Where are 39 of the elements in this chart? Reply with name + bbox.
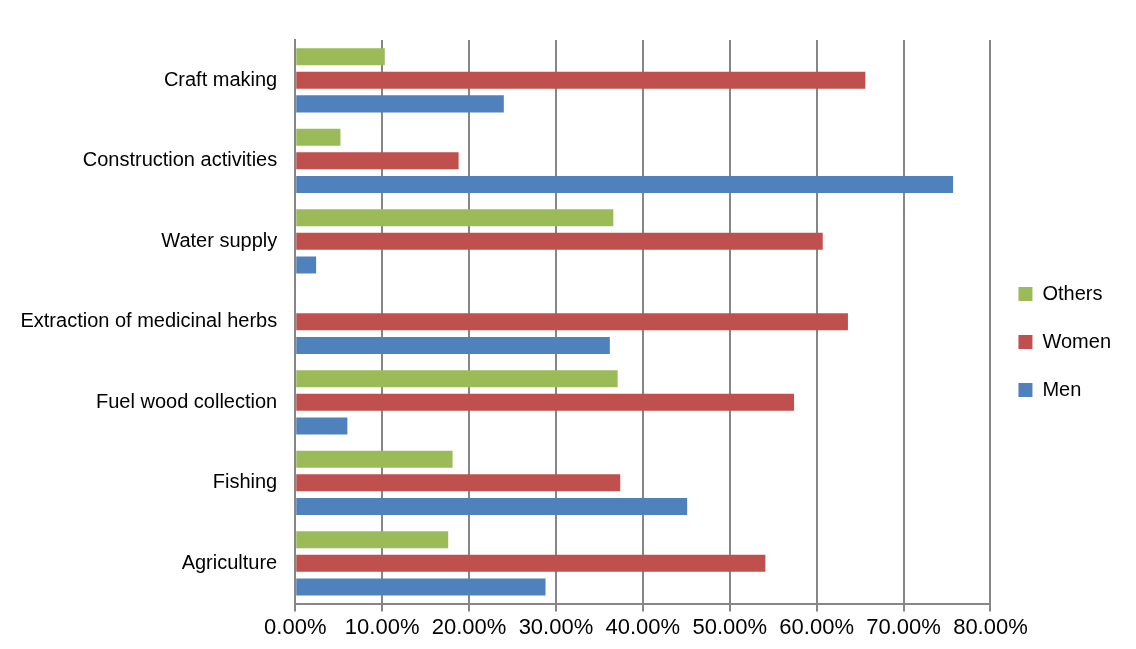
bar xyxy=(296,578,546,596)
bar xyxy=(296,370,618,388)
bar xyxy=(296,417,348,435)
x-tick-label: 80.00% xyxy=(953,613,1028,639)
x-tick-label: 40.00% xyxy=(605,613,681,639)
legend-label: Others xyxy=(1042,281,1103,304)
bar xyxy=(296,554,766,572)
x-tick-label: 70.00% xyxy=(866,613,941,639)
x-tick-label: 20.00% xyxy=(431,613,507,639)
bar xyxy=(296,336,610,354)
bar xyxy=(296,256,317,274)
y-tick-label: Fishing xyxy=(212,470,278,493)
bar xyxy=(296,497,688,515)
x-tick-label: 30.00% xyxy=(518,613,594,639)
legend-label: Men xyxy=(1042,377,1082,400)
y-tick-label: Fuel wood collection xyxy=(96,389,278,412)
bar xyxy=(296,393,795,411)
y-tick-label: Craft making xyxy=(163,67,278,90)
bar xyxy=(296,128,341,146)
x-tick-label: 0.00% xyxy=(264,613,327,639)
bar xyxy=(296,209,614,227)
bar xyxy=(296,71,866,89)
bar xyxy=(296,152,459,170)
bar xyxy=(296,450,453,468)
legend-label: Women xyxy=(1042,329,1111,352)
x-tick-label: 10.00% xyxy=(344,613,420,639)
bar xyxy=(296,531,449,549)
bar xyxy=(296,232,823,250)
y-tick-label: Water supply xyxy=(161,228,278,251)
y-tick-label: Extraction of medicinal herbs xyxy=(20,309,278,332)
x-tick-label: 60.00% xyxy=(779,613,854,639)
y-tick-label: Agriculture xyxy=(181,550,278,573)
bar xyxy=(296,313,848,331)
x-tick-label: 50.00% xyxy=(692,613,768,639)
bar xyxy=(296,474,621,492)
bar xyxy=(296,48,385,66)
bar xyxy=(296,175,954,193)
bar xyxy=(296,95,504,113)
y-tick-label: Construction activities xyxy=(82,148,278,171)
